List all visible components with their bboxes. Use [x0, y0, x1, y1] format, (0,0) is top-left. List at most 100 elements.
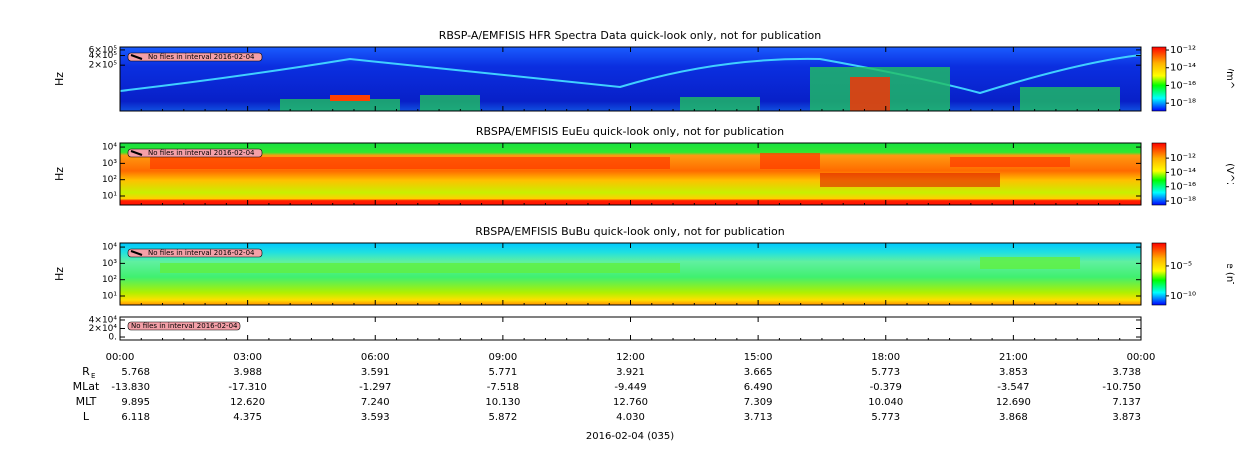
ephemeris-value: 5.773	[871, 412, 900, 423]
colorbar-label: litude (V^2/m^2	[1224, 132, 1235, 217]
panel-title: RBSP-A/EMFISIS HFR Spectra Data quick-lo…	[439, 29, 822, 42]
ephemeris-value: -17.310	[228, 382, 267, 393]
ephemeris-value: -10.750	[1102, 382, 1141, 393]
x-tick-label: 03:00	[233, 352, 262, 363]
ephemeris-label: MLT	[76, 395, 97, 408]
note-icon	[130, 250, 143, 256]
y-tick-label: 10²	[102, 275, 117, 285]
ephemeris-value: 3.713	[744, 412, 773, 423]
note-text: No files in interval 2016-02-04	[131, 322, 238, 330]
x-tick-label: 00:00	[1127, 352, 1156, 363]
ephemeris-label-subscript: E	[91, 372, 95, 380]
colorbar-tick-label: 10⁻¹⁸	[1170, 98, 1196, 109]
spectrogram-feature	[850, 77, 890, 111]
spectrogram-feature	[680, 97, 760, 111]
colorbar-tick-label: 10⁻¹⁶	[1170, 182, 1196, 193]
spectrogram-feature	[760, 153, 820, 169]
spectrogram-feature	[980, 257, 1080, 269]
date-label: 2016-02-04 (035)	[586, 431, 674, 442]
note-icon	[130, 150, 143, 156]
x-tick-label: 21:00	[999, 352, 1028, 363]
ephemeris-value: 10.040	[868, 397, 903, 408]
colorbar	[1151, 142, 1167, 206]
spectrogram-feature	[119, 54, 1142, 95]
ephemeris-value: 5.872	[489, 412, 518, 423]
spectrogram-feature	[420, 95, 480, 111]
ephemeris-value: 3.853	[999, 367, 1028, 378]
y-axis-label: Hz	[53, 267, 66, 281]
y-tick-label: 10²	[102, 175, 117, 185]
spectrogram-feature	[1020, 87, 1120, 111]
ephemeris-value: 7.137	[1112, 397, 1141, 408]
x-tick-label: 15:00	[744, 352, 773, 363]
colorbar-tick-label: 10⁻¹⁰	[1170, 291, 1196, 302]
ephemeris-value: 4.030	[616, 412, 645, 423]
spectrogram	[120, 243, 1141, 305]
ephemeris-value: 3.873	[1112, 412, 1141, 423]
ephemeris-value: 5.768	[121, 367, 150, 378]
ephemeris-value: 7.240	[361, 397, 390, 408]
y-tick-label: 2×10⁵	[89, 61, 118, 71]
ephemeris-value: 3.988	[233, 367, 262, 378]
y-tick-label: 2×10⁴	[89, 324, 118, 334]
y-tick-label: 10⁴	[102, 243, 117, 253]
ephemeris-value: 12.690	[996, 397, 1031, 408]
spectrogram-feature	[950, 157, 1070, 167]
note-text: No files in interval 2016-02-04	[148, 149, 255, 157]
colorbar	[1151, 46, 1167, 112]
spectrogram-feature	[330, 95, 370, 101]
y-tick-label: 4×10⁴	[89, 315, 118, 325]
ephemeris-value: 4.375	[233, 412, 262, 423]
panel-title: RBSPA/EMFISIS EuEu quick-look only, not …	[476, 125, 784, 138]
colorbar-tick-label: 10⁻¹²	[1170, 45, 1196, 56]
y-tick-label: 10⁴	[102, 143, 117, 153]
spectrogram-feature	[160, 263, 680, 273]
y-tick-label: 10³	[102, 159, 117, 169]
ephemeris-label: MLat	[73, 380, 100, 393]
colorbar-tick-label: 10⁻¹²	[1170, 153, 1196, 164]
x-tick-label: 18:00	[871, 352, 900, 363]
colorbar-tick-label: 10⁻¹⁴	[1170, 63, 1196, 74]
ephemeris-value: 6.118	[121, 412, 150, 423]
colorbar-label: V^2/m^2/Hz	[1224, 46, 1235, 112]
note-text: No files in interval 2016-02-04	[148, 53, 255, 61]
colorbar-tick-label: 10⁻⁵	[1170, 261, 1192, 272]
ephemeris-value: 5.773	[871, 367, 900, 378]
ephemeris-value: 3.593	[361, 412, 390, 423]
ephemeris-value: 7.309	[744, 397, 773, 408]
note-text: No files in interval 2016-02-04	[148, 249, 255, 257]
spectrogram-feature	[280, 99, 400, 111]
spectrogram	[120, 47, 1141, 111]
x-tick-label: 06:00	[361, 352, 390, 363]
note-box	[127, 148, 263, 158]
ephemeris-value: 5.771	[489, 367, 518, 378]
y-tick-label: 10³	[102, 259, 117, 269]
ephemeris-label: R	[82, 365, 90, 378]
note-box	[127, 52, 263, 62]
note-icon	[130, 54, 143, 60]
spectrogram-feature	[820, 173, 1000, 187]
ephemeris-value: 3.591	[361, 367, 390, 378]
y-tick-label: 10¹	[102, 291, 117, 301]
empty-panel	[120, 317, 1141, 340]
ephemeris-value: 12.620	[230, 397, 265, 408]
ephemeris-value: 12.760	[613, 397, 648, 408]
ephemeris-value: 3.868	[999, 412, 1028, 423]
y-tick-label: 10¹	[102, 191, 117, 201]
y-tick-label: 0.	[108, 333, 117, 343]
note-box	[127, 321, 241, 331]
ephemeris-value: -1.297	[359, 382, 391, 393]
ephemeris-value: 10.130	[485, 397, 520, 408]
ephemeris-value: -7.518	[487, 382, 519, 393]
colorbar-tick-label: 10⁻¹⁸	[1170, 196, 1196, 207]
ephemeris-value: 6.490	[744, 382, 773, 393]
ephemeris-value: -3.547	[997, 382, 1029, 393]
x-tick-label: 09:00	[488, 352, 517, 363]
ephemeris-value: 9.895	[121, 397, 150, 408]
panel-title: RBSPA/EMFISIS BuBu quick-look only, not …	[475, 225, 785, 238]
colorbar-label: plitude (nT^2/H	[1224, 234, 1235, 314]
y-axis-label: Hz	[53, 167, 66, 181]
ephemeris-value: -13.830	[111, 382, 150, 393]
colorbar	[1151, 242, 1167, 306]
